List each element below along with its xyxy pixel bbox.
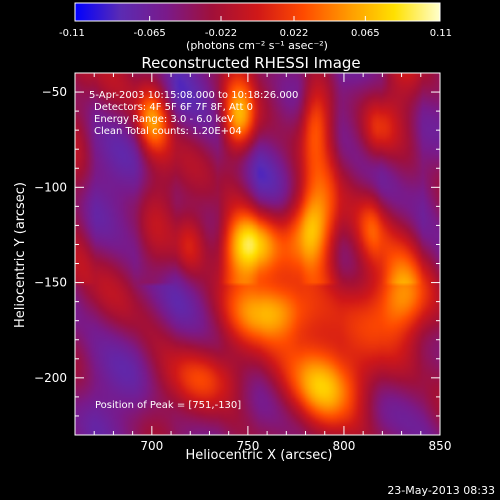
annotation-time-range: 5-Apr-2003 10:15:08.000 to 10:18:26.000 [89, 90, 298, 101]
x-tick-label: 750 [236, 439, 259, 453]
colorbar-ticks: -0.11 -0.065 -0.022 0.022 0.065 0.11 [59, 16, 452, 39]
colorbar-tick-label: 0.11 [430, 28, 452, 39]
chart-title: Reconstructed RHESSI Image [141, 54, 360, 72]
colorbar-tick-label: -0.065 [134, 28, 166, 39]
x-tick-label: 800 [332, 439, 355, 453]
y-tick-label: −100 [34, 180, 67, 194]
annotation-detectors: Detectors: 4F 5F 6F 7F 8F, Att 0 [94, 102, 253, 113]
y-tick-label: −200 [34, 371, 67, 385]
y-tick-label: −50 [42, 85, 67, 99]
annotation-block: 5-Apr-2003 10:15:08.000 to 10:18:26.000 … [89, 90, 298, 411]
colorbar-tick-label: -0.11 [59, 28, 85, 39]
colorbar-tick-label: 0.065 [351, 28, 380, 39]
y-axis-label: Heliocentric Y (arcsec) [13, 182, 28, 328]
colorbar: -0.11 -0.065 -0.022 0.022 0.065 0.11 (photons… [59, 2, 452, 52]
annotation-counts: Clean Total counts: 1.20E+04 [94, 126, 242, 137]
footer-timestamp: 23-May-2013 08:33 [387, 484, 495, 497]
x-tick-label: 850 [429, 439, 452, 453]
colorbar-tick-label: -0.022 [205, 28, 237, 39]
x-tick-label: 700 [140, 439, 163, 453]
annotation-energy: Energy Range: 3.0 - 6.0 keV [94, 114, 234, 125]
colorbar-units-label: (photons cm⁻² s⁻¹ asec⁻²) [186, 39, 328, 52]
axis-ticks: 700 750 800 850 −50 −100 −150 −200 [34, 72, 452, 453]
plot-area: 700 750 800 850 −50 −100 −150 −200 [34, 72, 452, 453]
y-tick-label: −150 [34, 276, 67, 290]
colorbar-tick-label: 0.022 [280, 28, 309, 39]
peak-position-label: Position of Peak = [751,-130] [95, 400, 241, 411]
colorbar-gradient [74, 2, 441, 22]
x-axis-label: Heliocentric X (arcsec) [186, 448, 333, 463]
plot-frame [74, 72, 441, 436]
heatmap-image [75, 73, 440, 435]
